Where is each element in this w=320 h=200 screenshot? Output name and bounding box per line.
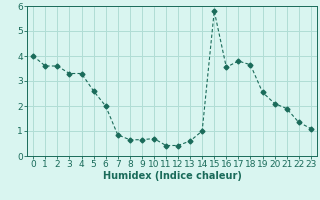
X-axis label: Humidex (Indice chaleur): Humidex (Indice chaleur) [103, 171, 241, 181]
